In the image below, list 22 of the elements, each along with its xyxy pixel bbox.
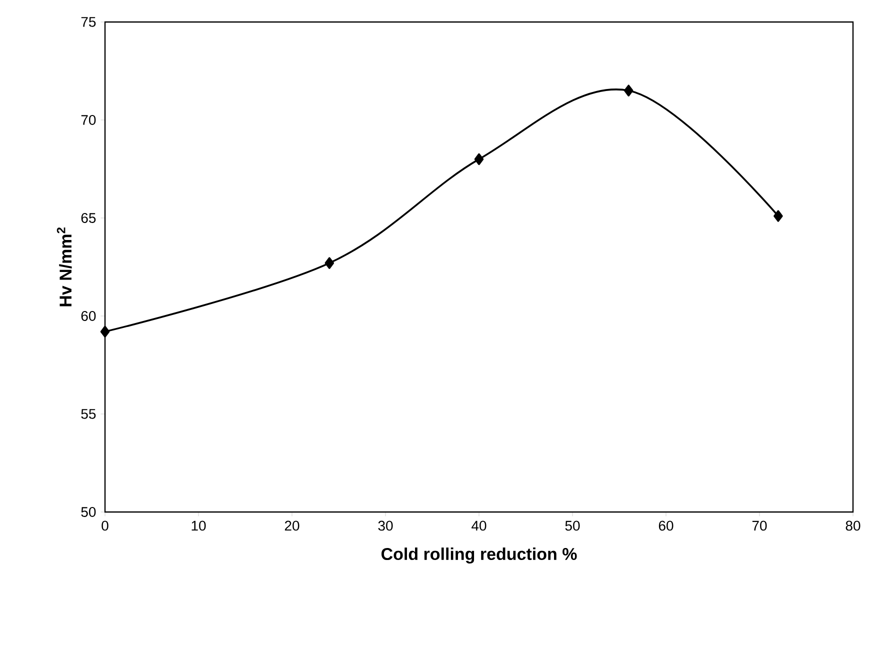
x-axis-title: Cold rolling reduction %	[381, 548, 577, 564]
x-tick-label: 30	[378, 520, 393, 531]
y-tick-label: 60	[81, 311, 96, 321]
x-tick-label: 80	[846, 520, 860, 531]
x-tick-label: 60	[658, 520, 674, 531]
y-tick-label: 75	[81, 17, 96, 27]
x-tick-label: 40	[472, 520, 486, 531]
point	[624, 84, 634, 96]
y-tick-label: 50	[81, 507, 96, 517]
text: Hv N/mm$^{2}$	[56, 228, 72, 306]
point	[100, 326, 110, 338]
y-tick-label: 70	[81, 115, 96, 125]
x-tick-label: 0	[102, 520, 108, 531]
y-tick-label: 65	[81, 213, 96, 223]
x-tick-label: 10	[192, 520, 206, 531]
x-tick-label: 70	[752, 520, 767, 531]
x-tick-label: 20	[284, 520, 300, 531]
point	[774, 210, 783, 222]
x-tick-label: 50	[565, 520, 580, 531]
point	[474, 153, 484, 166]
y-tick-label: 55	[81, 409, 96, 419]
point	[324, 257, 334, 269]
